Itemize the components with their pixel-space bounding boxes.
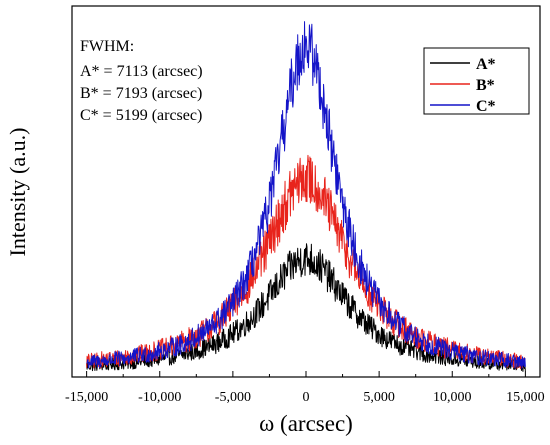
x-axis-label: ω (arcsec) bbox=[259, 411, 353, 436]
legend-box bbox=[423, 47, 530, 115]
fwhm-line-a: A* = 7113 (arcsec) bbox=[80, 63, 203, 80]
legend-label-a: A* bbox=[476, 56, 496, 73]
x-tick-label: 10,000 bbox=[433, 390, 472, 405]
legend-label-b: B* bbox=[476, 77, 495, 94]
fwhm-title: FWHM: bbox=[80, 38, 134, 55]
fwhm-line-c: C* = 5199 (arcsec) bbox=[80, 107, 202, 124]
x-tick-label: 5,000 bbox=[363, 390, 395, 405]
y-axis-label: Intensity (a.u.) bbox=[5, 128, 30, 257]
x-tick-label: -5,000 bbox=[215, 390, 251, 405]
x-tick-label: -15,000 bbox=[65, 390, 108, 405]
legend-label-c: C* bbox=[476, 98, 496, 115]
series-layer bbox=[86, 21, 526, 372]
legend: A* B* C* bbox=[423, 47, 530, 115]
series-line-b-star bbox=[86, 154, 526, 370]
fwhm-annotation: FWHM: A* = 7113 (arcsec) B* = 7193 (arcs… bbox=[80, 38, 203, 124]
fwhm-line-b: B* = 7193 (arcsec) bbox=[80, 85, 202, 102]
x-axis: -15,000 -10,000 -5,000 0 5,000 10,000 15,000 bbox=[65, 371, 545, 405]
x-tick-label: -10,000 bbox=[138, 390, 181, 405]
x-tick-label: 15,000 bbox=[506, 390, 545, 405]
x-tick-label: 0 bbox=[303, 390, 310, 405]
series-line-c-star bbox=[86, 21, 526, 370]
